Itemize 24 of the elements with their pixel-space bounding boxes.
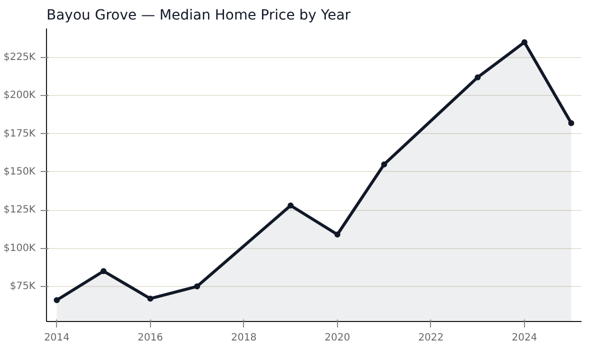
y-tick-label: $100K xyxy=(3,242,36,254)
y-tick-label: $175K xyxy=(3,128,36,140)
y-tick-label: $200K xyxy=(3,90,36,102)
y-tick-label: $150K xyxy=(3,166,36,178)
y-tick-label: $75K xyxy=(10,280,36,292)
point xyxy=(568,120,574,126)
point xyxy=(381,161,388,168)
point xyxy=(521,39,528,46)
point xyxy=(288,202,294,209)
x-tick-label: 2016 xyxy=(138,332,164,343)
point xyxy=(54,297,60,304)
y-tick-label: $225K xyxy=(3,52,36,63)
point xyxy=(147,296,154,302)
x-tick-label: 2014 xyxy=(44,332,70,343)
x-tick-label: 2024 xyxy=(512,332,538,343)
y-tick-label: $125K xyxy=(3,204,36,216)
x-tick-label: 2022 xyxy=(418,332,444,343)
point xyxy=(474,74,481,80)
x-tick-label: 2018 xyxy=(231,332,257,343)
x-tick-label: 2020 xyxy=(324,332,350,343)
point xyxy=(194,283,200,290)
chart-title: Bayou Grove — Median Home Price by Year xyxy=(46,8,351,24)
point xyxy=(334,232,340,238)
point xyxy=(100,268,107,274)
